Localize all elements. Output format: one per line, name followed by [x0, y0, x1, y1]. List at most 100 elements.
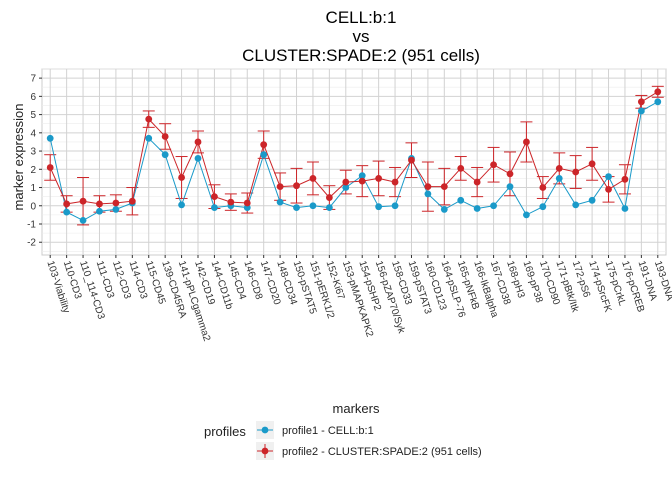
- data-point-series-1: [391, 202, 399, 210]
- chart-title-line-1: CELL:b:1: [326, 8, 397, 27]
- data-point-series-2: [276, 183, 284, 191]
- data-point-series-2: [440, 183, 448, 191]
- data-point-series-2: [161, 133, 169, 140]
- y-tick-label: 3: [30, 147, 36, 158]
- data-point-series-2: [375, 175, 383, 182]
- data-point-series-2: [325, 194, 333, 201]
- data-point-series-2: [588, 160, 596, 168]
- data-point-series-1: [588, 196, 596, 204]
- data-point-series-1: [260, 151, 268, 159]
- chart-title-line-2: vs: [353, 27, 370, 46]
- data-point-series-1: [605, 173, 612, 180]
- data-point-series-2: [523, 138, 530, 146]
- data-point-series-1: [79, 216, 87, 224]
- data-point-series-2: [424, 183, 432, 191]
- data-point-series-1: [145, 134, 153, 142]
- x-axis-title: markers: [333, 401, 380, 416]
- legend-key-point: [261, 447, 269, 455]
- legend-label-profile2: profile2 - CLUSTER:SPADE:2 (951 cells): [282, 446, 482, 458]
- data-point-series-1: [211, 204, 218, 211]
- legend-label-profile1: profile1 - CELL:b:1: [282, 425, 374, 437]
- data-point-series-2: [358, 177, 366, 185]
- data-point-series-2: [391, 178, 399, 186]
- data-point-series-2: [457, 164, 465, 172]
- data-point-series-1: [440, 206, 448, 213]
- data-point-series-2: [605, 185, 612, 193]
- y-tick-label: 6: [30, 92, 36, 103]
- legend: profiles profile1 - CELL:b:1 profile2 - …: [204, 421, 482, 460]
- data-point-series-2: [227, 198, 235, 206]
- data-point-series-2: [539, 184, 547, 191]
- data-point-series-2: [621, 175, 629, 183]
- data-point-series-1: [654, 98, 662, 106]
- data-point-series-1: [523, 211, 530, 219]
- data-point-series-1: [46, 134, 54, 142]
- data-point-series-2: [654, 88, 662, 96]
- data-point-series-2: [211, 193, 218, 201]
- data-point-series-2: [473, 178, 481, 186]
- data-point-series-1: [325, 204, 333, 211]
- y-tick-label: 1: [30, 183, 36, 194]
- legend-key-point: [261, 426, 269, 434]
- plot-grid: [41, 68, 667, 256]
- y-tick-label: 0: [30, 201, 36, 212]
- data-point-series-1: [96, 207, 103, 215]
- data-point-series-1: [473, 205, 481, 212]
- y-tick-label: 5: [30, 110, 36, 121]
- data-point-series-1: [637, 107, 645, 115]
- data-point-series-1: [194, 154, 202, 162]
- data-point-series-2: [112, 199, 120, 207]
- data-point-series-2: [342, 178, 350, 186]
- y-tick-label: 4: [30, 128, 36, 139]
- data-point-series-2: [194, 138, 202, 146]
- data-point-series-2: [128, 197, 136, 205]
- x-axis-ticks: 103-Viability110-CD3110_114-CD3111-CD311…: [44, 255, 672, 343]
- data-point-series-2: [309, 175, 317, 182]
- data-point-series-1: [342, 184, 350, 191]
- data-point-series-1: [506, 183, 514, 191]
- series-line-2: [49, 91, 659, 205]
- plot-panel: [41, 68, 667, 256]
- data-point-series-1: [490, 202, 497, 210]
- data-point-series-2: [637, 98, 645, 106]
- data-point-series-1: [375, 203, 383, 211]
- legend-title: profiles: [204, 424, 246, 439]
- chart-title-line-3: CLUSTER:SPADE:2 (951 cells): [242, 46, 480, 65]
- data-point-series-1: [572, 201, 580, 209]
- data-point-series-1: [161, 151, 169, 159]
- data-point-series-1: [112, 206, 120, 213]
- data-point-series-2: [260, 141, 268, 149]
- data-point-series-2: [178, 174, 185, 181]
- data-point-series-2: [63, 200, 71, 208]
- data-point-series-2: [506, 170, 514, 178]
- data-point-series-1: [457, 196, 465, 204]
- y-axis-ticks: -2 -1 0 1 2 3 4 5 6 7: [27, 74, 42, 249]
- data-point-series-2: [243, 199, 251, 207]
- data-point-series-1: [63, 208, 71, 216]
- y-axis-title: marker expression: [11, 104, 26, 211]
- data-point-series-2: [555, 164, 563, 172]
- data-point-series-1: [621, 205, 629, 212]
- data-point-series-1: [309, 202, 317, 210]
- data-point-series-1: [539, 203, 547, 211]
- data-point-series-1: [358, 172, 366, 180]
- data-point-series-2: [79, 197, 87, 205]
- data-point-series-2: [572, 168, 580, 176]
- y-tick-label: -1: [27, 220, 36, 231]
- plot-series: [44, 85, 664, 226]
- data-point-series-2: [145, 115, 153, 123]
- data-point-series-1: [276, 198, 284, 206]
- data-point-series-1: [178, 201, 185, 209]
- data-point-series-1: [424, 190, 432, 198]
- y-tick-label: 2: [30, 165, 36, 176]
- data-point-series-2: [293, 182, 300, 190]
- data-point-series-1: [293, 204, 300, 211]
- y-tick-label: 7: [30, 74, 36, 85]
- data-point-series-2: [490, 161, 497, 169]
- data-point-series-2: [408, 156, 415, 164]
- y-tick-label: -2: [27, 238, 36, 249]
- data-point-series-2: [46, 164, 54, 171]
- data-point-series-2: [96, 200, 103, 208]
- data-point-series-1: [555, 175, 563, 182]
